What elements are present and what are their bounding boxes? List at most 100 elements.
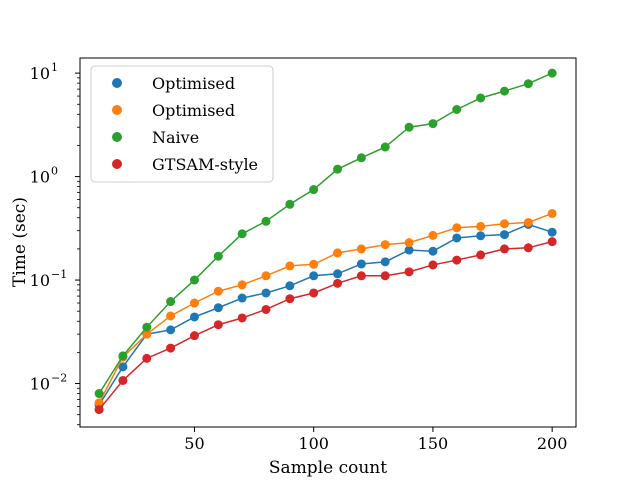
data-point [356, 244, 366, 254]
data-point [285, 199, 295, 209]
data-point [404, 267, 414, 277]
data-point [94, 398, 104, 408]
data-point [142, 329, 152, 339]
data-point [547, 208, 557, 218]
data-point [118, 351, 128, 361]
y-axis-label: Time (sec) [10, 197, 30, 287]
y-tick-exponent: 0 [51, 165, 58, 178]
data-point [237, 313, 247, 323]
y-tick-label: 10 [30, 64, 50, 83]
data-point [261, 216, 271, 226]
data-point [523, 243, 533, 253]
data-point [261, 304, 271, 314]
data-point [189, 312, 199, 322]
data-point [452, 255, 462, 265]
data-point [189, 275, 199, 285]
data-point [213, 320, 223, 330]
legend-label: GTSAM-style [152, 155, 258, 174]
series-line [98, 212, 553, 404]
series-0 [94, 219, 557, 410]
data-point [166, 297, 176, 307]
data-point [166, 325, 176, 335]
data-point [380, 257, 390, 267]
data-point [166, 311, 176, 321]
data-point [452, 105, 462, 114]
data-point [309, 259, 319, 269]
y-tick-label: 10 [30, 271, 50, 290]
data-point [547, 68, 557, 78]
data-point [189, 298, 199, 308]
data-point [237, 280, 247, 290]
data-point [476, 221, 486, 231]
data-point [356, 153, 366, 163]
data-point [261, 271, 271, 281]
data-point [547, 227, 557, 237]
data-point [452, 233, 462, 243]
data-point [94, 389, 104, 399]
x-tick-label: 150 [418, 434, 449, 453]
data-point [404, 245, 414, 255]
legend-marker [112, 105, 122, 115]
data-point [118, 375, 128, 385]
data-point [309, 271, 319, 281]
data-point [333, 278, 343, 288]
data-point [523, 217, 533, 227]
series-2 [94, 68, 557, 399]
data-point [118, 362, 128, 372]
data-point [309, 288, 319, 298]
data-point [428, 246, 438, 256]
data-point [499, 86, 509, 96]
x-axis-label: Sample count [269, 458, 387, 478]
data-point [499, 219, 509, 229]
data-point [428, 119, 438, 129]
legend-marker [112, 78, 122, 88]
legend-marker [112, 132, 122, 142]
x-tick-label: 100 [298, 434, 329, 453]
data-point [476, 250, 486, 260]
legend: Optimised Optimised Naive GTSAM-style [90, 65, 274, 183]
plot-frame [79, 57, 577, 428]
series-line [98, 240, 553, 411]
data-point [404, 122, 414, 132]
data-point [237, 293, 247, 303]
y-tick-label: 10 [30, 375, 50, 394]
data-point [189, 331, 199, 341]
data-point [213, 303, 223, 313]
data-point [285, 261, 295, 271]
data-point [333, 269, 343, 279]
data-point [380, 142, 390, 152]
data-point [380, 271, 390, 281]
data-point [309, 185, 319, 195]
data-point [499, 244, 509, 254]
legend-label: Naive [152, 128, 199, 147]
data-point [476, 231, 486, 241]
data-point [356, 259, 366, 269]
legend-label: Optimised [152, 74, 235, 93]
y-tick-label: 10 [30, 168, 50, 187]
data-point [380, 240, 390, 250]
legend-box [90, 65, 274, 183]
data-point [452, 223, 462, 233]
series-3 [94, 237, 557, 415]
data-point [428, 230, 438, 240]
y-tick-exponent: −2 [51, 372, 67, 385]
data-point [142, 322, 152, 332]
legend-label: Optimised [152, 101, 235, 120]
x-axis: 50 100 150 200 [184, 427, 567, 453]
data-point [261, 288, 271, 298]
legend-marker [112, 159, 122, 169]
y-tick-exponent: 1 [51, 61, 58, 74]
data-point [333, 164, 343, 174]
data-point [547, 237, 557, 247]
data-point [285, 281, 295, 291]
data-point [428, 260, 438, 270]
data-point [523, 79, 533, 89]
data-point [213, 251, 223, 261]
y-tick-exponent: −1 [51, 268, 67, 281]
data-point [213, 286, 223, 296]
x-tick-label: 50 [184, 434, 204, 453]
data-point [94, 405, 104, 415]
